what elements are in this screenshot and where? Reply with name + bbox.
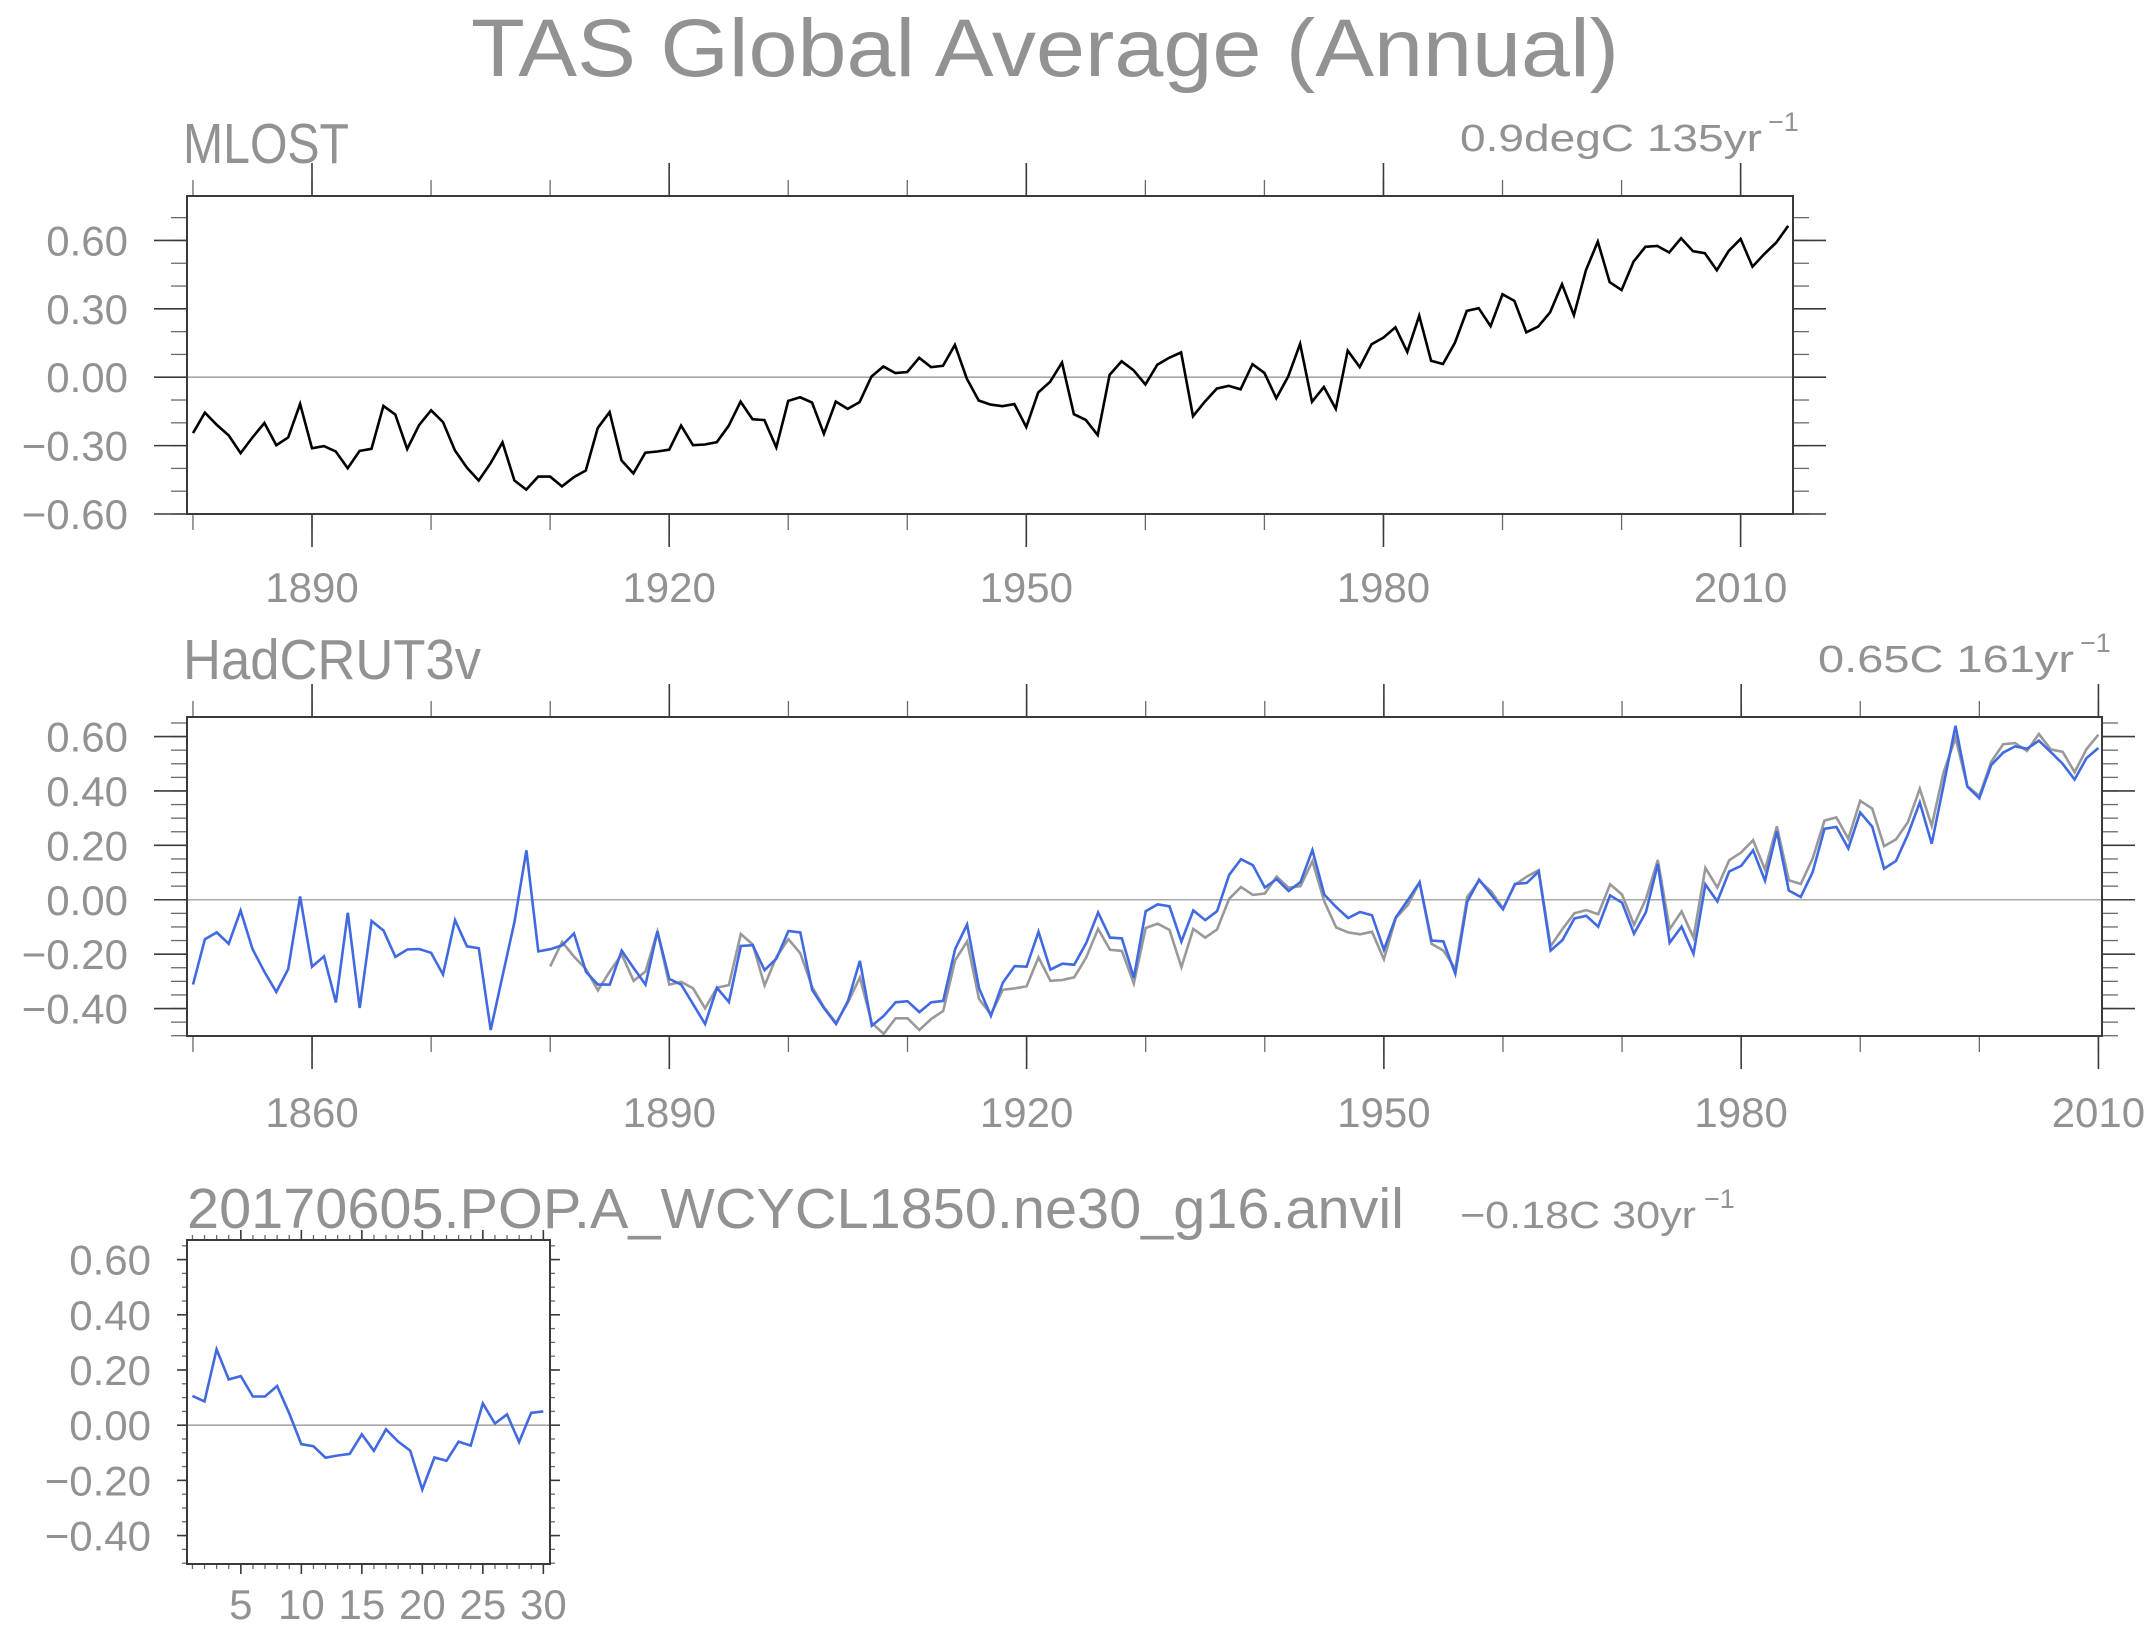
panel-mlost: MLOST 0.9degC 135yr −1 1890 1920 1950 1980 2010… [22,107,1826,611]
y-tick-label: 0.20 [46,822,128,869]
x-tick-label: 1890 [265,564,358,611]
axis-ticks [154,163,1826,547]
panel-model-run: 20170605.POP.A_WCYCL1850.ne30_g16.anvil −… [45,1177,1735,1628]
x-tick-label: 1920 [622,564,715,611]
plot-frame [186,195,1794,515]
panel-title: 20170605.POP.A_WCYCL1850.ne30_g16.anvil [187,1177,1404,1241]
y-tick-label: −0.20 [22,931,128,978]
y-tick-label: 0.30 [46,286,128,333]
series-points-0 [192,225,1789,490]
y-tick-label: 0.20 [69,1347,151,1394]
y-tick-label: 0.00 [69,1402,151,1449]
y-tick-label: −0.40 [22,986,128,1033]
x-tick-label: 15 [338,1581,385,1628]
axis-ticks [154,684,2135,1069]
y-tick-label: 0.60 [69,1237,151,1284]
x-tick-label: 1890 [623,1089,716,1136]
y-tick-label: 0.60 [46,714,128,761]
x-tick-label: 1980 [1694,1089,1787,1136]
y-tick-label: −0.30 [22,423,128,470]
x-tick-label: 1860 [265,1089,358,1136]
x-tick-label: 30 [520,1581,567,1628]
series-line-1 [191,725,2100,1031]
trend-exponent: −1 [1768,107,1799,137]
series-points-0 [550,733,2099,1034]
x-tick-label: 1920 [980,1089,1073,1136]
panel-title: MLOST [183,112,349,176]
series-points-0 [192,1349,544,1490]
y-tick-label: −0.60 [22,491,128,538]
series-line-0 [191,225,1790,492]
y-tick-label: 0.40 [46,768,128,815]
figure-title: TAS Global Average (Annual) [471,3,1619,94]
y-tick-label: 0.60 [46,217,128,264]
x-tick-label: 1950 [1337,1089,1430,1136]
x-tick-label: 1950 [980,564,1073,611]
series-line-0 [549,731,2100,1036]
series-line-0 [191,1344,544,1494]
y-tick-label: 0.40 [69,1292,151,1339]
axis-ticks [177,1230,560,1574]
x-tick-label: 2010 [1694,564,1787,611]
plot-frame [186,716,2103,1037]
trend-label: −0.18C 30yr [1460,1195,1696,1237]
y-tick-label: −0.40 [45,1513,151,1560]
x-tick-label: 20 [399,1581,446,1628]
trend-exponent: −1 [2080,628,2111,658]
x-tick-label: 25 [459,1581,506,1628]
x-tick-label: 1980 [1337,564,1430,611]
y-tick-label: 0.00 [46,354,128,401]
x-tick-label: 2010 [2052,1089,2145,1136]
panel-hadcrut3v: HadCRUT3v 0.65C 161yr −1 1860 1890 1920 1950 19… [22,628,2145,1136]
trend-label: 0.65C 161yr [1818,639,2074,681]
y-tick-label: 0.00 [46,877,128,924]
series-points-1 [192,725,2099,1031]
plot-frame [186,1239,551,1565]
y-tick-label: −0.20 [45,1457,151,1504]
x-tick-label: 10 [278,1581,325,1628]
trend-exponent: −1 [1704,1184,1735,1214]
x-tick-label: 5 [229,1581,252,1628]
trend-label: 0.9degC 135yr [1460,118,1762,160]
panel-title: HadCRUT3v [183,628,481,692]
